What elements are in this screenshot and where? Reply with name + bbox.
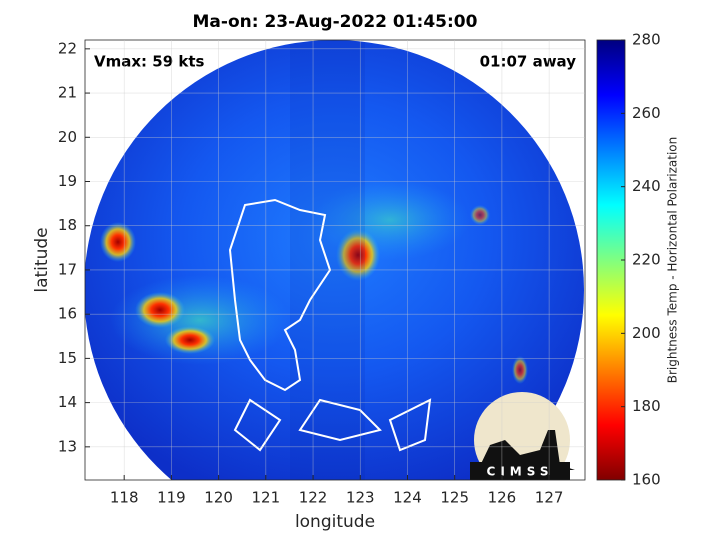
annotation: Vmax: 59 kts — [94, 53, 204, 71]
x-tick-label: 126 — [488, 489, 517, 507]
x-tick-label: 122 — [299, 489, 328, 507]
y-axis-label: latitude — [32, 227, 52, 292]
annotation: 01:07 away — [480, 53, 577, 71]
colorbar-tick-label: 260 — [632, 104, 661, 122]
x-tick-label: 127 — [535, 489, 564, 507]
y-tick-label: 21 — [58, 84, 77, 102]
y-tick-label: 16 — [58, 305, 77, 323]
y-tick-label: 19 — [58, 172, 77, 190]
colorbar-tick-label: 160 — [632, 471, 661, 489]
image: CIMSS — [85, 40, 584, 480]
colorbar-tick-label: 240 — [632, 177, 661, 195]
y-tick-label: 22 — [58, 39, 77, 57]
colorbar-tick-label: 180 — [632, 397, 661, 415]
y-tick-label: 15 — [58, 349, 77, 367]
x-tick-label: 124 — [393, 489, 422, 507]
colorbar-tick-label: 220 — [632, 251, 661, 269]
x-tick-label: 121 — [252, 489, 281, 507]
x-tick-label: 125 — [440, 489, 469, 507]
colorbar-tick-label: 280 — [632, 31, 661, 49]
x-tick-label: 120 — [204, 489, 233, 507]
x-axis-label: longitude — [295, 512, 375, 532]
logo: CIMSS — [470, 392, 575, 480]
y-tick-label: 20 — [58, 128, 77, 146]
logo-text: CIMSS — [487, 465, 554, 479]
x-tick-label: 123 — [346, 489, 375, 507]
colorbar-label: Brightness Temp - Horizontal Polarizatio… — [666, 137, 680, 384]
colorbar — [596, 39, 626, 481]
axes-box — [84, 39, 586, 481]
y-tick-label: 17 — [58, 260, 77, 278]
x-tick-label: 119 — [157, 489, 186, 507]
y-tick-label: 13 — [58, 437, 77, 455]
colorbar-tick-label: 200 — [632, 324, 661, 342]
y-tick-label: 14 — [58, 393, 77, 411]
x-tick-label: 118 — [110, 489, 139, 507]
y-tick-label: 18 — [58, 216, 77, 234]
chart-title: Ma-on: 23-Aug-2022 01:45:00 — [193, 12, 478, 32]
